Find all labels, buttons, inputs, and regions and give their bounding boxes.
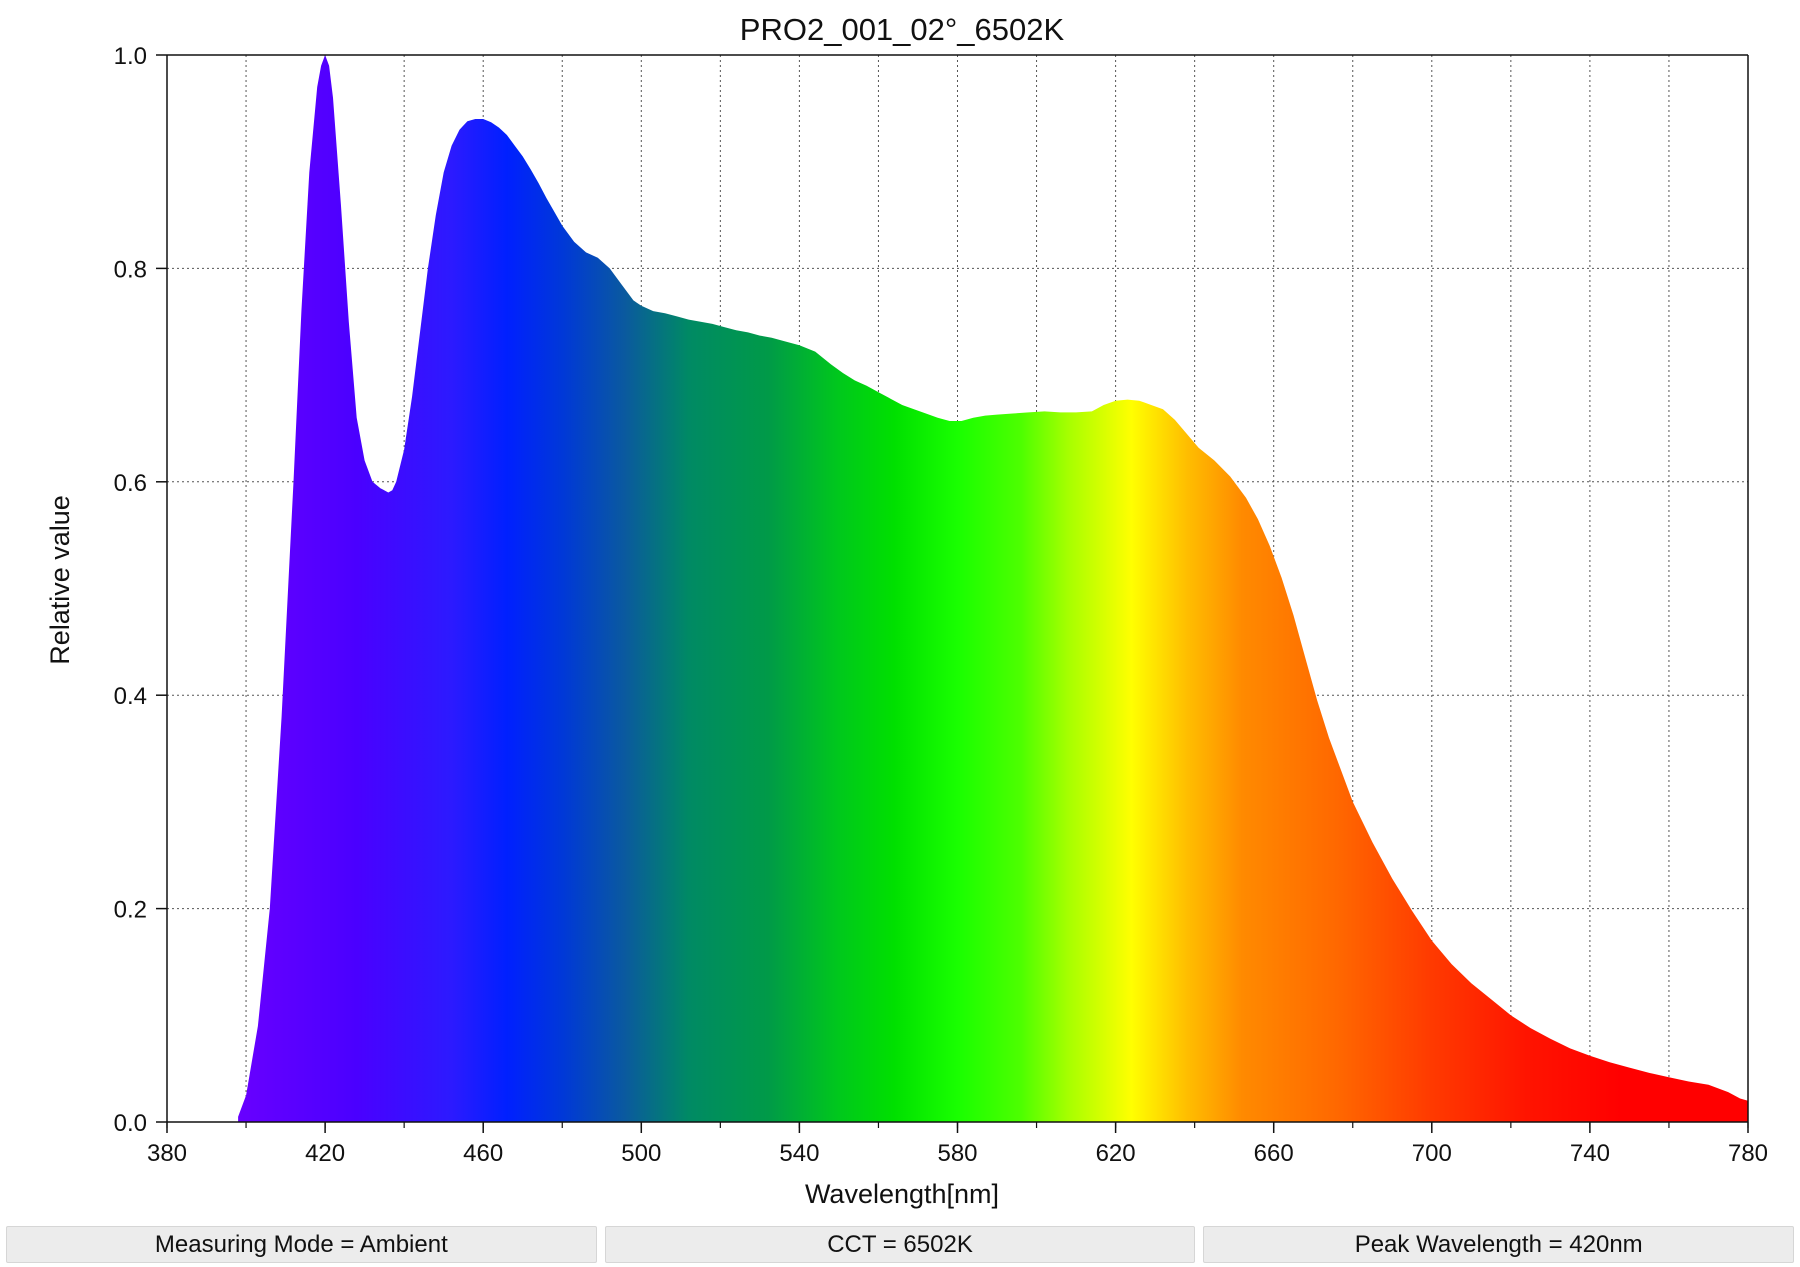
y-tick-label: 0.2 — [114, 897, 147, 924]
x-tick-label: 740 — [1570, 1140, 1610, 1167]
y-tick-label: 0.4 — [114, 683, 147, 710]
spectrum-chart: 380 420 460 500 540 580 620 660 700 740 780 0.0 0.2… — [45, 12, 1768, 1209]
x-tick-label: 460 — [463, 1140, 503, 1167]
x-tick-label: 540 — [779, 1140, 819, 1167]
status-bar: Measuring Mode = Ambient CCT = 6502K Pea… — [6, 1226, 1795, 1263]
x-tick-label: 700 — [1412, 1140, 1452, 1167]
x-tick-label: 500 — [621, 1140, 661, 1167]
y-tick-label: 1.0 — [114, 43, 147, 70]
x-tick-label: 380 — [147, 1140, 187, 1167]
x-axis-title: Wavelength[nm] — [805, 1179, 999, 1209]
x-axis: 380 420 460 500 540 580 620 660 700 740 780 — [147, 1122, 1768, 1167]
x-tick-label: 660 — [1254, 1140, 1294, 1167]
y-axis-title: Relative value — [45, 495, 75, 665]
measuring-mode-status: Measuring Mode = Ambient — [6, 1226, 597, 1263]
x-tick-label: 420 — [305, 1140, 345, 1167]
cct-status: CCT = 6502K — [604, 1226, 1196, 1263]
plot-frame — [166, 54, 1749, 1123]
x-tick-label: 780 — [1728, 1140, 1768, 1167]
y-tick-label: 0.0 — [114, 1110, 147, 1137]
chart-title: PRO2_001_02°_6502K — [740, 12, 1065, 47]
y-axis: 0.0 0.2 0.4 0.6 0.8 1.0 — [114, 43, 167, 1137]
peak-wavelength-status: Peak Wavelength = 420nm — [1203, 1226, 1795, 1263]
y-tick-label: 0.6 — [114, 470, 147, 497]
y-tick-label: 0.8 — [114, 256, 147, 283]
x-tick-label: 580 — [937, 1140, 977, 1167]
x-tick-label: 620 — [1096, 1140, 1136, 1167]
spectrum-area — [238, 55, 1749, 1122]
